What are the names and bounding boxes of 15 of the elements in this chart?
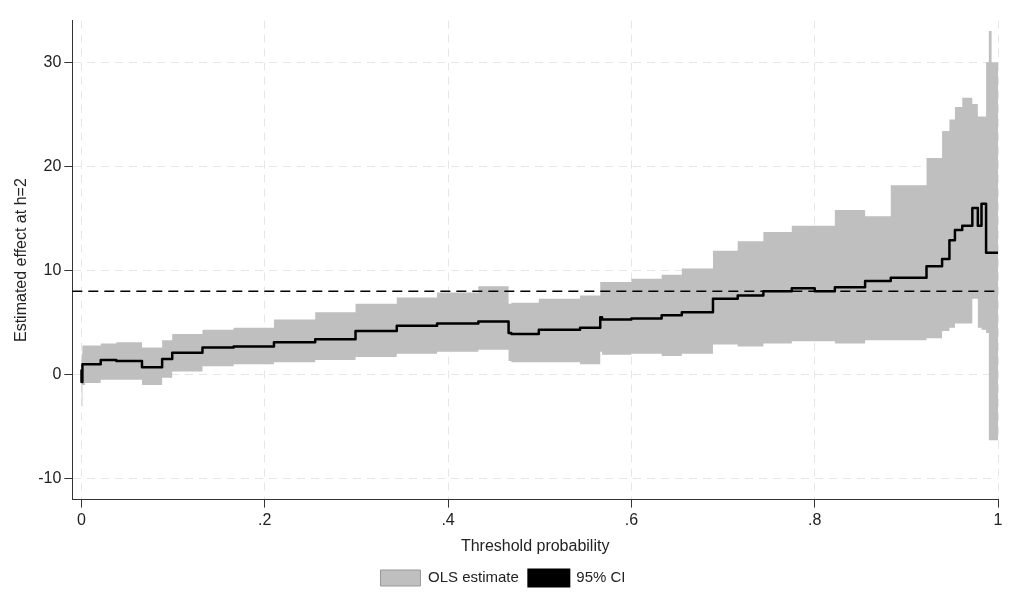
x-tick-label: .2 [258, 510, 272, 528]
legend-label: 95% CI [576, 568, 626, 586]
y-tick-label: 30 [43, 52, 62, 70]
x-tick-label: .4 [441, 510, 455, 528]
y-tick-label: -10 [38, 469, 62, 487]
x-axis-title: Threshold probability [460, 536, 610, 554]
x-tick-label: .6 [624, 510, 639, 528]
y-tick-label: 20 [43, 156, 62, 174]
x-tick-label: 0 [77, 510, 87, 528]
y-tick-label: 0 [52, 365, 62, 383]
x-tick-label: .8 [808, 510, 822, 528]
legend-label: OLS estimate [427, 568, 519, 586]
y-tick-label: 10 [43, 260, 62, 278]
x-tick-label: 1 [993, 510, 1003, 528]
y-axis-title: Estimated effect at h=2 [12, 178, 30, 343]
